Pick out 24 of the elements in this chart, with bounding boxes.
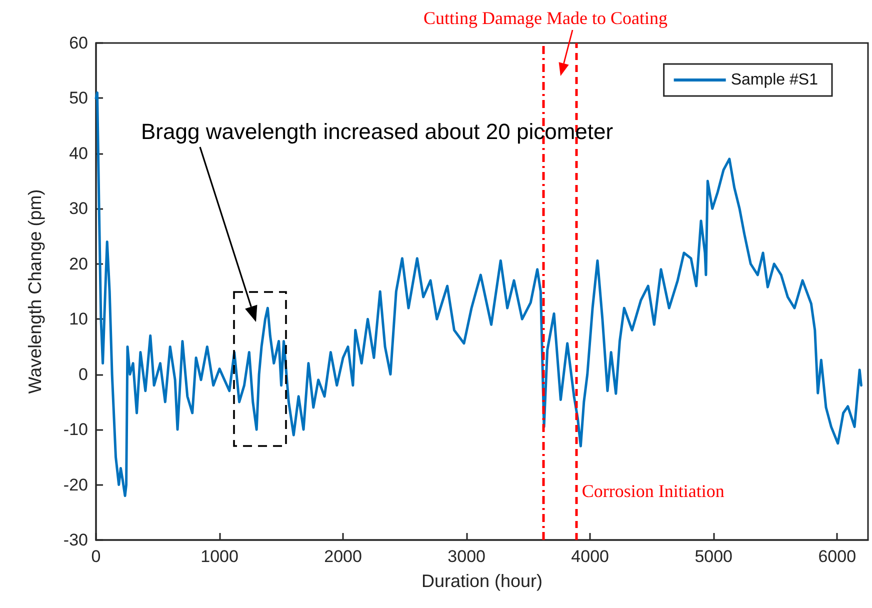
y-tick-label: 20 bbox=[69, 254, 88, 274]
ref-line-label: Cutting Damage Made to Coating bbox=[424, 8, 668, 28]
x-tick-label: 2000 bbox=[324, 547, 362, 566]
x-tick-label: 5000 bbox=[694, 547, 733, 566]
x-tick-label: 6000 bbox=[818, 547, 856, 566]
annotation: Bragg wavelength increased about 20 picometer bbox=[141, 119, 614, 145]
y-tick-label: -30 bbox=[63, 530, 88, 550]
y-axis-title: Wavelength Change (pm) bbox=[25, 189, 45, 394]
y-tick-label: -20 bbox=[63, 475, 88, 494]
y-tick-label: 30 bbox=[69, 199, 88, 218]
x-axis-title: Duration (hour) bbox=[421, 571, 543, 591]
x-tick-label: 1000 bbox=[200, 547, 238, 566]
y-tick-label: -10 bbox=[63, 420, 88, 440]
y-tick-label: 50 bbox=[69, 88, 88, 108]
x-tick-label: 4000 bbox=[571, 547, 609, 566]
y-tick-label: 60 bbox=[69, 34, 88, 52]
x-tick-label: 3000 bbox=[448, 547, 486, 566]
ref-line-label: Corrosion Initiation bbox=[582, 480, 724, 502]
y-tick-label: 10 bbox=[69, 310, 88, 329]
legend-label: Sample #S1 bbox=[730, 72, 818, 88]
y-tick-label: 40 bbox=[69, 144, 88, 163]
line-series bbox=[94, 91, 862, 498]
y-tick-label: 0 bbox=[78, 364, 88, 384]
x-tick-label: 0 bbox=[91, 547, 101, 566]
